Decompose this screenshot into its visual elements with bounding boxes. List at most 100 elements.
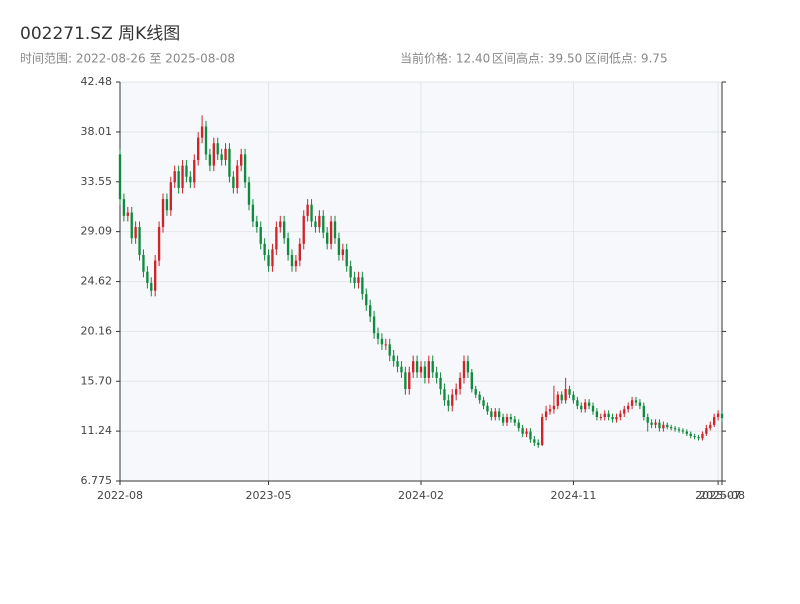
candle-body — [243, 154, 247, 183]
candle-body — [361, 277, 364, 295]
candle-body — [642, 405, 645, 418]
candle-body — [447, 400, 450, 406]
candle-body — [615, 417, 618, 420]
candle-body — [333, 221, 337, 239]
candle-body — [341, 249, 344, 255]
x-tick-label: 2025-07 — [695, 489, 741, 502]
candle-body — [623, 409, 626, 414]
candle-body — [173, 171, 176, 183]
candle-body — [240, 154, 243, 166]
candle-body — [142, 254, 145, 272]
candle-body — [478, 394, 481, 401]
candle-body — [345, 249, 348, 267]
candle-body — [298, 243, 301, 261]
candle-body — [670, 427, 673, 429]
candle-body — [318, 215, 321, 228]
candle-body — [169, 182, 172, 211]
candle-body — [118, 154, 122, 200]
candle-body — [646, 417, 649, 423]
candle-body — [294, 260, 298, 267]
candle-body — [435, 372, 438, 378]
candle-body — [193, 160, 196, 183]
candle-body — [228, 148, 231, 177]
candle-body — [283, 221, 286, 239]
candle-body — [537, 442, 540, 445]
candle-body — [533, 439, 536, 443]
candle-body — [232, 176, 235, 188]
candle-body — [584, 402, 587, 410]
candle-body — [353, 277, 356, 283]
candle-body — [634, 400, 638, 403]
candle-body — [177, 171, 180, 188]
candle-body — [376, 333, 380, 339]
candle-body — [627, 405, 630, 410]
candle-body — [720, 413, 724, 419]
candle-body — [306, 204, 309, 216]
candle-body — [568, 389, 571, 395]
candle-body — [157, 227, 161, 261]
x-tick-label: 2024-11 — [550, 489, 596, 502]
candle-body — [310, 204, 313, 222]
candle-body — [349, 266, 352, 278]
candle-body — [580, 405, 583, 410]
candle-body — [165, 199, 169, 211]
candle-body — [587, 402, 591, 406]
candle-body — [189, 176, 192, 183]
candle-body — [482, 400, 485, 406]
candle-body — [611, 417, 614, 420]
candle-body — [419, 366, 423, 373]
candle-body — [498, 411, 501, 418]
candle-body — [517, 422, 520, 429]
candle-body — [150, 282, 153, 291]
candle-body — [451, 394, 454, 406]
candle-body — [462, 361, 466, 378]
candle-body — [494, 411, 497, 418]
stat: 区间高点: 39.50 — [492, 51, 582, 66]
candle-body — [603, 413, 606, 418]
y-tick-label: 6.775 — [81, 474, 113, 487]
candle-body — [271, 249, 274, 267]
y-tick-label: 15.70 — [81, 374, 113, 387]
candle-body — [431, 361, 434, 373]
x-tick-label: 2025-08 — [699, 489, 745, 502]
candle-body — [505, 417, 509, 423]
candle-body — [591, 405, 595, 412]
candle-body — [513, 419, 516, 423]
candle-body — [279, 221, 282, 228]
candle-body — [541, 417, 544, 445]
candle-body — [525, 431, 528, 434]
candle-body — [521, 428, 524, 434]
y-tick-label: 38.01 — [81, 125, 113, 138]
candle-body — [400, 366, 403, 373]
candle-body — [673, 428, 677, 430]
candle-body — [369, 305, 372, 317]
candle-body — [365, 294, 368, 306]
candle-body — [474, 389, 477, 395]
y-tick-label: 24.62 — [81, 275, 113, 288]
candle-body — [408, 372, 411, 390]
candle-body — [267, 254, 270, 267]
candle-body — [290, 254, 294, 267]
candle-body — [275, 227, 278, 250]
candle-body — [146, 271, 149, 283]
x-tick-label: 2022-08 — [97, 489, 143, 502]
candle-body — [713, 417, 716, 425]
candle-body — [126, 212, 129, 216]
candle-body — [161, 199, 165, 228]
candle-body — [486, 405, 489, 412]
candle-body — [560, 394, 563, 401]
candle-body — [556, 394, 559, 406]
candle-body — [458, 377, 462, 390]
candle-body — [404, 372, 407, 390]
candle-body — [599, 417, 602, 419]
candle-body — [255, 221, 258, 228]
candle-body — [302, 215, 305, 244]
candle-body — [286, 238, 290, 255]
candle-body — [220, 154, 223, 161]
candle-body — [181, 165, 184, 188]
candle-body — [548, 409, 552, 412]
candle-body — [466, 361, 470, 373]
candle-body — [709, 424, 712, 429]
candle-body — [619, 413, 622, 418]
